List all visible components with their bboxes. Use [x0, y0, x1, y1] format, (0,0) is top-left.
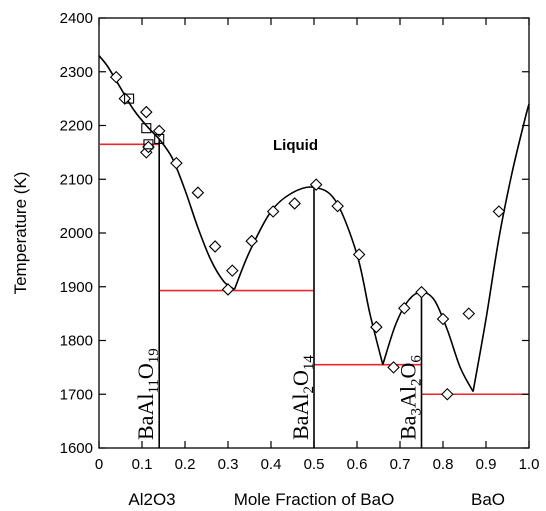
y-tick-label: 2100	[60, 171, 93, 188]
data-point-diamond	[370, 320, 383, 334]
y-tick-label: 1800	[60, 333, 93, 350]
compound-subscript: 3	[409, 408, 425, 416]
liquidus-curve	[472, 103, 530, 392]
data-point-diamond	[288, 197, 301, 210]
compound-symbol: O	[133, 363, 158, 379]
data-point-diamond	[462, 307, 476, 320]
x-axis-end-label-right: BaO	[471, 490, 505, 509]
data-point-diamond	[170, 156, 183, 170]
x-tick-label: 0.8	[433, 456, 454, 473]
y-tick-label: 2300	[60, 64, 93, 81]
compound-subscript: 19	[146, 348, 162, 363]
data-point-diamond	[208, 240, 222, 253]
y-tick-label: 1700	[60, 386, 93, 403]
x-tick-label: 0.7	[390, 456, 411, 473]
compound-symbol: O	[288, 370, 313, 386]
axis-ticks: 0 0.1 0.2 0.3 0.4 0.5 0.6 0.7 0.8 0.9 1.0 1600 1700 1…	[60, 10, 540, 473]
x-tick-label: 1.0	[519, 456, 540, 473]
y-tick-label: 2000	[60, 225, 93, 242]
data-point-diamond	[331, 199, 344, 213]
compound-label: BaAl2O14	[288, 355, 317, 440]
data-point-diamond	[152, 124, 166, 138]
data-point-square	[154, 133, 165, 144]
y-tick-label: 2200	[60, 118, 93, 135]
liquidus-curve	[382, 291, 474, 392]
data-point-diamond	[492, 205, 506, 218]
x-tick-label: 0.1	[132, 456, 153, 473]
data-point-diamond	[441, 387, 454, 401]
compound-subscript: 14	[301, 355, 317, 371]
x-axis-end-label-left: Al2O3	[128, 490, 175, 509]
x-tick-label: 0.5	[304, 456, 325, 473]
compound-subscript: 2	[409, 379, 425, 387]
data-point-diamond	[140, 105, 153, 119]
compound-subscript: 6	[409, 355, 425, 363]
liquidus-curve	[158, 138, 235, 291]
data-point-diamond	[245, 234, 258, 248]
data-point-diamond	[266, 205, 280, 218]
liquidus-curve	[233, 186, 384, 365]
x-tick-label: 0	[95, 456, 103, 473]
compound-label: BaAl11O19	[133, 348, 162, 440]
compound-subscript: 11	[146, 379, 162, 393]
compound-subscript: 2	[301, 386, 317, 394]
y-axis-title: Temperature (K)	[11, 172, 30, 295]
data-point-diamond	[398, 301, 411, 315]
x-tick-label: 0.6	[347, 456, 368, 473]
data-point-diamond	[221, 283, 235, 296]
data-point-diamond	[142, 140, 155, 154]
compound-symbol: O	[396, 363, 421, 379]
liquid-annotation: Liquid	[273, 137, 318, 154]
x-axis-title: Mole Fraction of BaO	[234, 490, 395, 509]
x-tick-label: 0.4	[261, 456, 282, 473]
data-point-square	[124, 93, 135, 104]
data-point-diamond	[226, 264, 239, 277]
compound-symbol: BaAl	[133, 394, 158, 440]
data-point-square	[143, 139, 154, 150]
data-point-diamond	[352, 248, 366, 261]
compound-label: Ba3Al2O6	[396, 355, 425, 440]
compound-lines	[158, 138, 423, 448]
compound-symbol: Al	[396, 386, 421, 408]
x-tick-label: 0.9	[476, 456, 497, 473]
data-point-diamond	[387, 361, 400, 374]
data-point-diamond	[309, 178, 323, 191]
data-markers	[109, 70, 506, 401]
x-tick-label: 0.2	[175, 456, 196, 473]
data-point-diamond	[109, 70, 123, 84]
compound-symbol: BaAl	[288, 394, 313, 440]
y-tick-label: 2400	[60, 10, 93, 27]
y-tick-label: 1900	[60, 279, 93, 296]
x-tick-label: 0.3	[218, 456, 239, 473]
data-point-diamond	[436, 312, 450, 326]
data-point-diamond	[415, 285, 428, 299]
data-point-diamond	[191, 186, 205, 199]
data-point-square	[141, 123, 152, 134]
compound-symbol: Ba	[396, 415, 421, 440]
y-tick-label: 1600	[60, 440, 93, 457]
